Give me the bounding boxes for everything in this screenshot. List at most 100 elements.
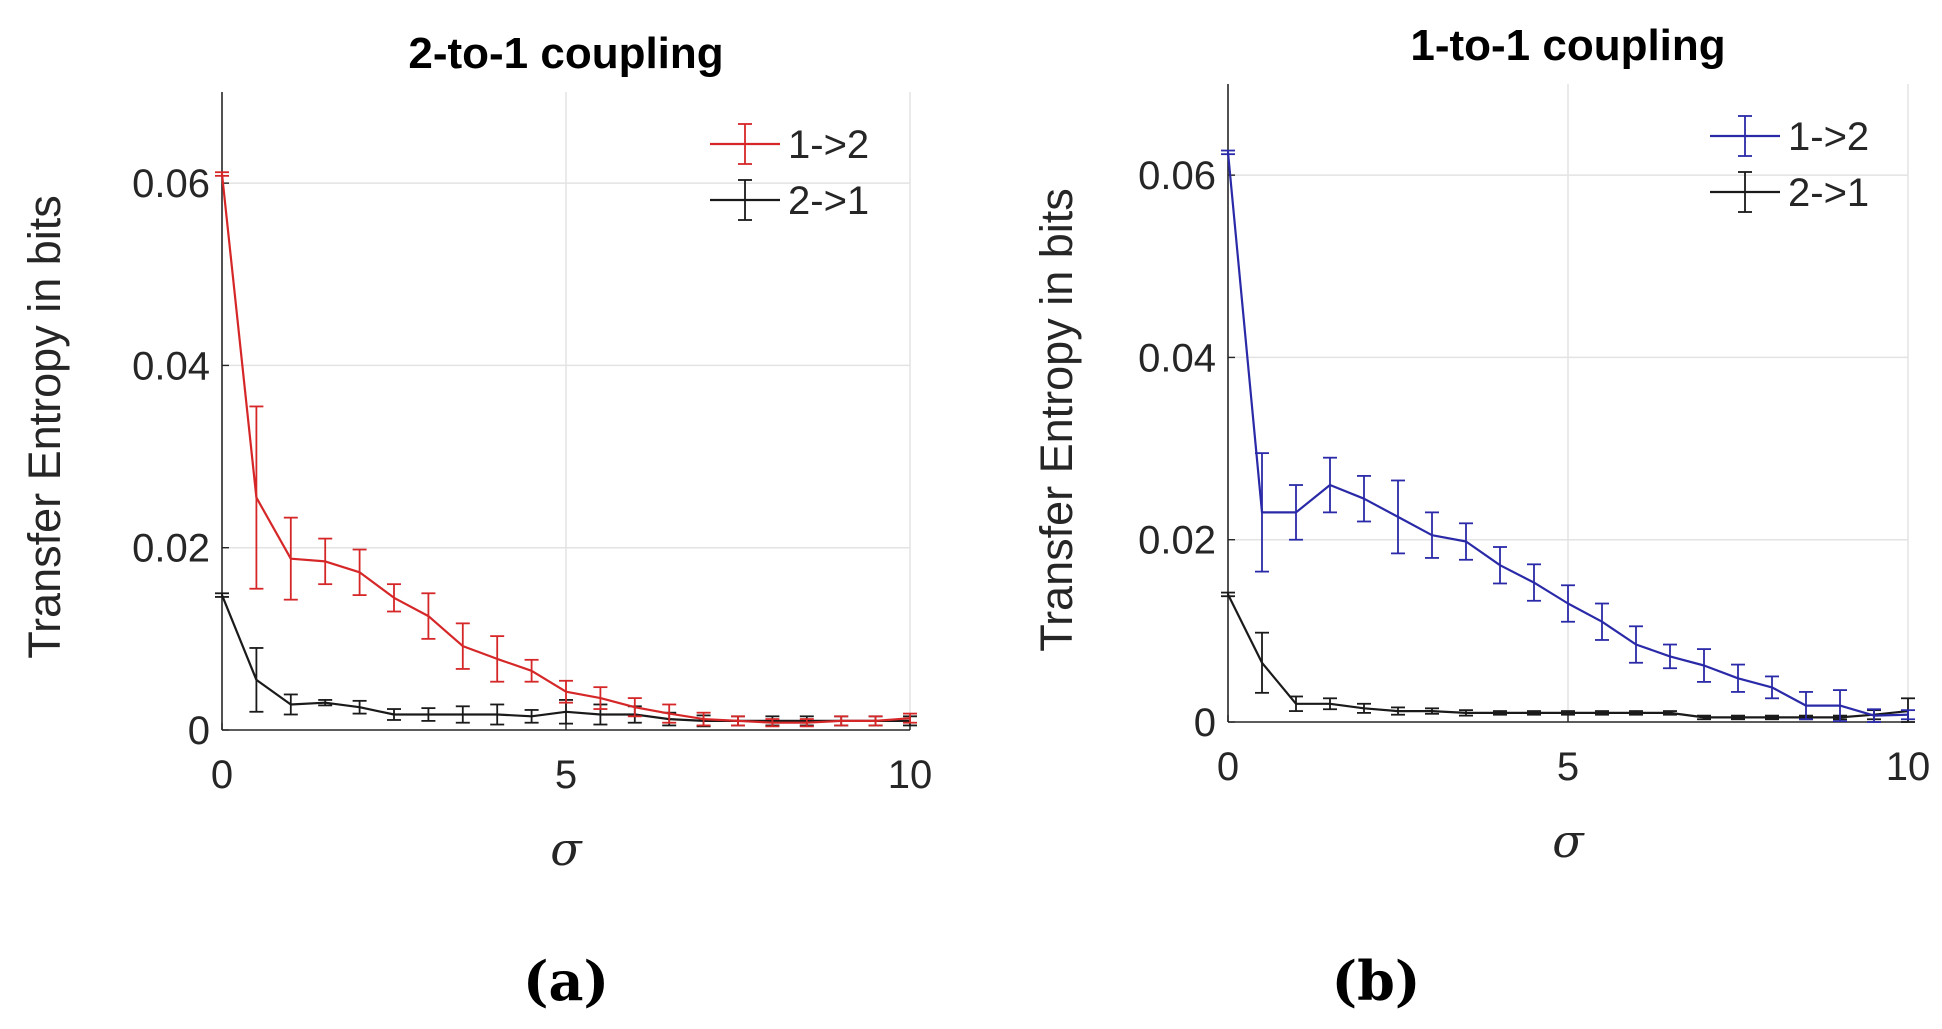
error-bar — [490, 635, 505, 683]
panel-label: (b) — [1332, 949, 1421, 1013]
error-bar — [1425, 707, 1439, 715]
legend-label: 1->2 — [1788, 115, 1869, 159]
error-bar — [1595, 602, 1609, 641]
error-bar — [387, 708, 401, 721]
error-bar — [1323, 697, 1337, 711]
error-bar — [1697, 714, 1711, 721]
y-tick-label: 0.04 — [1138, 336, 1216, 380]
error-bar — [903, 712, 917, 724]
error-bar — [352, 548, 367, 597]
error-bar — [1731, 714, 1745, 721]
error-bar — [1493, 710, 1507, 716]
error-bar — [1323, 456, 1337, 514]
legend-entry: 1->2 — [710, 123, 869, 167]
chart-title: 2-to-1 coupling — [408, 29, 723, 78]
error-bar — [834, 715, 849, 727]
error-bar — [765, 718, 780, 728]
error-bar — [1867, 708, 1881, 723]
chart-title: 1-to-1 coupling — [1410, 21, 1725, 70]
error-bar — [1731, 663, 1745, 693]
error-bar — [1765, 675, 1779, 700]
x-tick-label: 10 — [1886, 745, 1931, 789]
error-bar — [1799, 691, 1813, 721]
error-bar — [1561, 584, 1575, 623]
error-bar — [662, 703, 677, 724]
y-axis-label: Transfer Entropy in bits — [19, 195, 70, 659]
error-bar — [1289, 484, 1303, 541]
y-tick-label: 0.02 — [1138, 519, 1216, 563]
legend: 1->2 2->1 — [1710, 115, 1869, 215]
error-bar — [1595, 710, 1609, 716]
legend-entry: 1->2 — [1710, 115, 1869, 159]
error-bar — [421, 592, 436, 640]
x-axis-label: σ — [550, 822, 583, 876]
error-bar — [283, 693, 298, 716]
error-bar — [1629, 625, 1643, 664]
error-bar — [559, 679, 573, 704]
error-bar — [421, 707, 436, 722]
panel-label: (a) — [523, 949, 609, 1013]
error-bar — [318, 537, 333, 586]
error-bar — [1527, 710, 1541, 716]
legend: 1->2 2->1 — [710, 123, 869, 223]
error-bar — [1221, 591, 1235, 598]
error-bar — [1527, 563, 1541, 602]
error-bar — [1255, 631, 1269, 694]
y-tick-label: 0 — [1194, 701, 1216, 745]
error-bar — [1289, 695, 1303, 712]
error-bar — [1697, 648, 1711, 683]
error-bar — [524, 709, 539, 724]
error-bar — [352, 699, 367, 715]
x-tick-label: 10 — [888, 753, 933, 797]
error-bar — [1391, 479, 1405, 555]
y-axis-label: Transfer Entropy in bits — [1031, 188, 1082, 652]
y-tick-label: 0.06 — [132, 162, 210, 206]
error-bar — [215, 171, 229, 177]
error-bar — [1357, 702, 1371, 714]
error-bar — [868, 715, 883, 727]
error-bar — [1833, 689, 1847, 722]
error-bar — [593, 686, 608, 710]
chart-panel-b: 1-to-1 coupling Transfer Entropy in bits… — [1031, 21, 1930, 1013]
error-bar — [1493, 546, 1507, 585]
error-bar — [1357, 475, 1371, 523]
error-bar — [490, 703, 505, 726]
error-bar — [455, 622, 470, 670]
error-bar — [731, 715, 745, 727]
error-bar — [1765, 714, 1779, 721]
error-bar — [1459, 522, 1473, 561]
error-bar — [1221, 149, 1235, 156]
error-bar — [1459, 709, 1473, 717]
error-bar — [455, 705, 470, 724]
error-bar — [1255, 452, 1269, 573]
error-bar — [1561, 710, 1575, 716]
series-1-to-2 — [1221, 149, 1915, 723]
error-bar — [1663, 643, 1677, 670]
x-tick-label: 5 — [1557, 745, 1579, 789]
legend-entry: 2->1 — [710, 179, 869, 223]
error-bar — [249, 405, 264, 590]
error-bar — [387, 583, 401, 613]
x-tick-label: 0 — [211, 753, 233, 797]
chart-panel-a: 2-to-1 coupling Transfer Entropy in bits… — [19, 29, 932, 1013]
y-tick-label: 0.04 — [132, 344, 210, 388]
x-tick-label: 5 — [555, 753, 577, 797]
error-bar — [524, 658, 539, 683]
error-bar — [799, 718, 814, 728]
error-bar — [318, 699, 333, 707]
series-1-to-2 — [215, 171, 917, 728]
x-axis-label: σ — [1552, 814, 1585, 868]
error-bar — [283, 516, 298, 601]
error-bar — [627, 697, 642, 718]
y-tick-label: 0 — [188, 709, 210, 753]
legend-label: 2->1 — [1788, 171, 1869, 215]
y-tick-label: 0.06 — [1138, 154, 1216, 198]
x-tick-label: 0 — [1217, 745, 1239, 789]
error-bar — [1391, 706, 1405, 716]
y-tick-label: 0.02 — [132, 527, 210, 571]
error-bar — [215, 592, 229, 598]
legend-label: 2->1 — [788, 179, 869, 223]
error-bar — [249, 647, 264, 713]
error-bar — [1901, 709, 1915, 721]
